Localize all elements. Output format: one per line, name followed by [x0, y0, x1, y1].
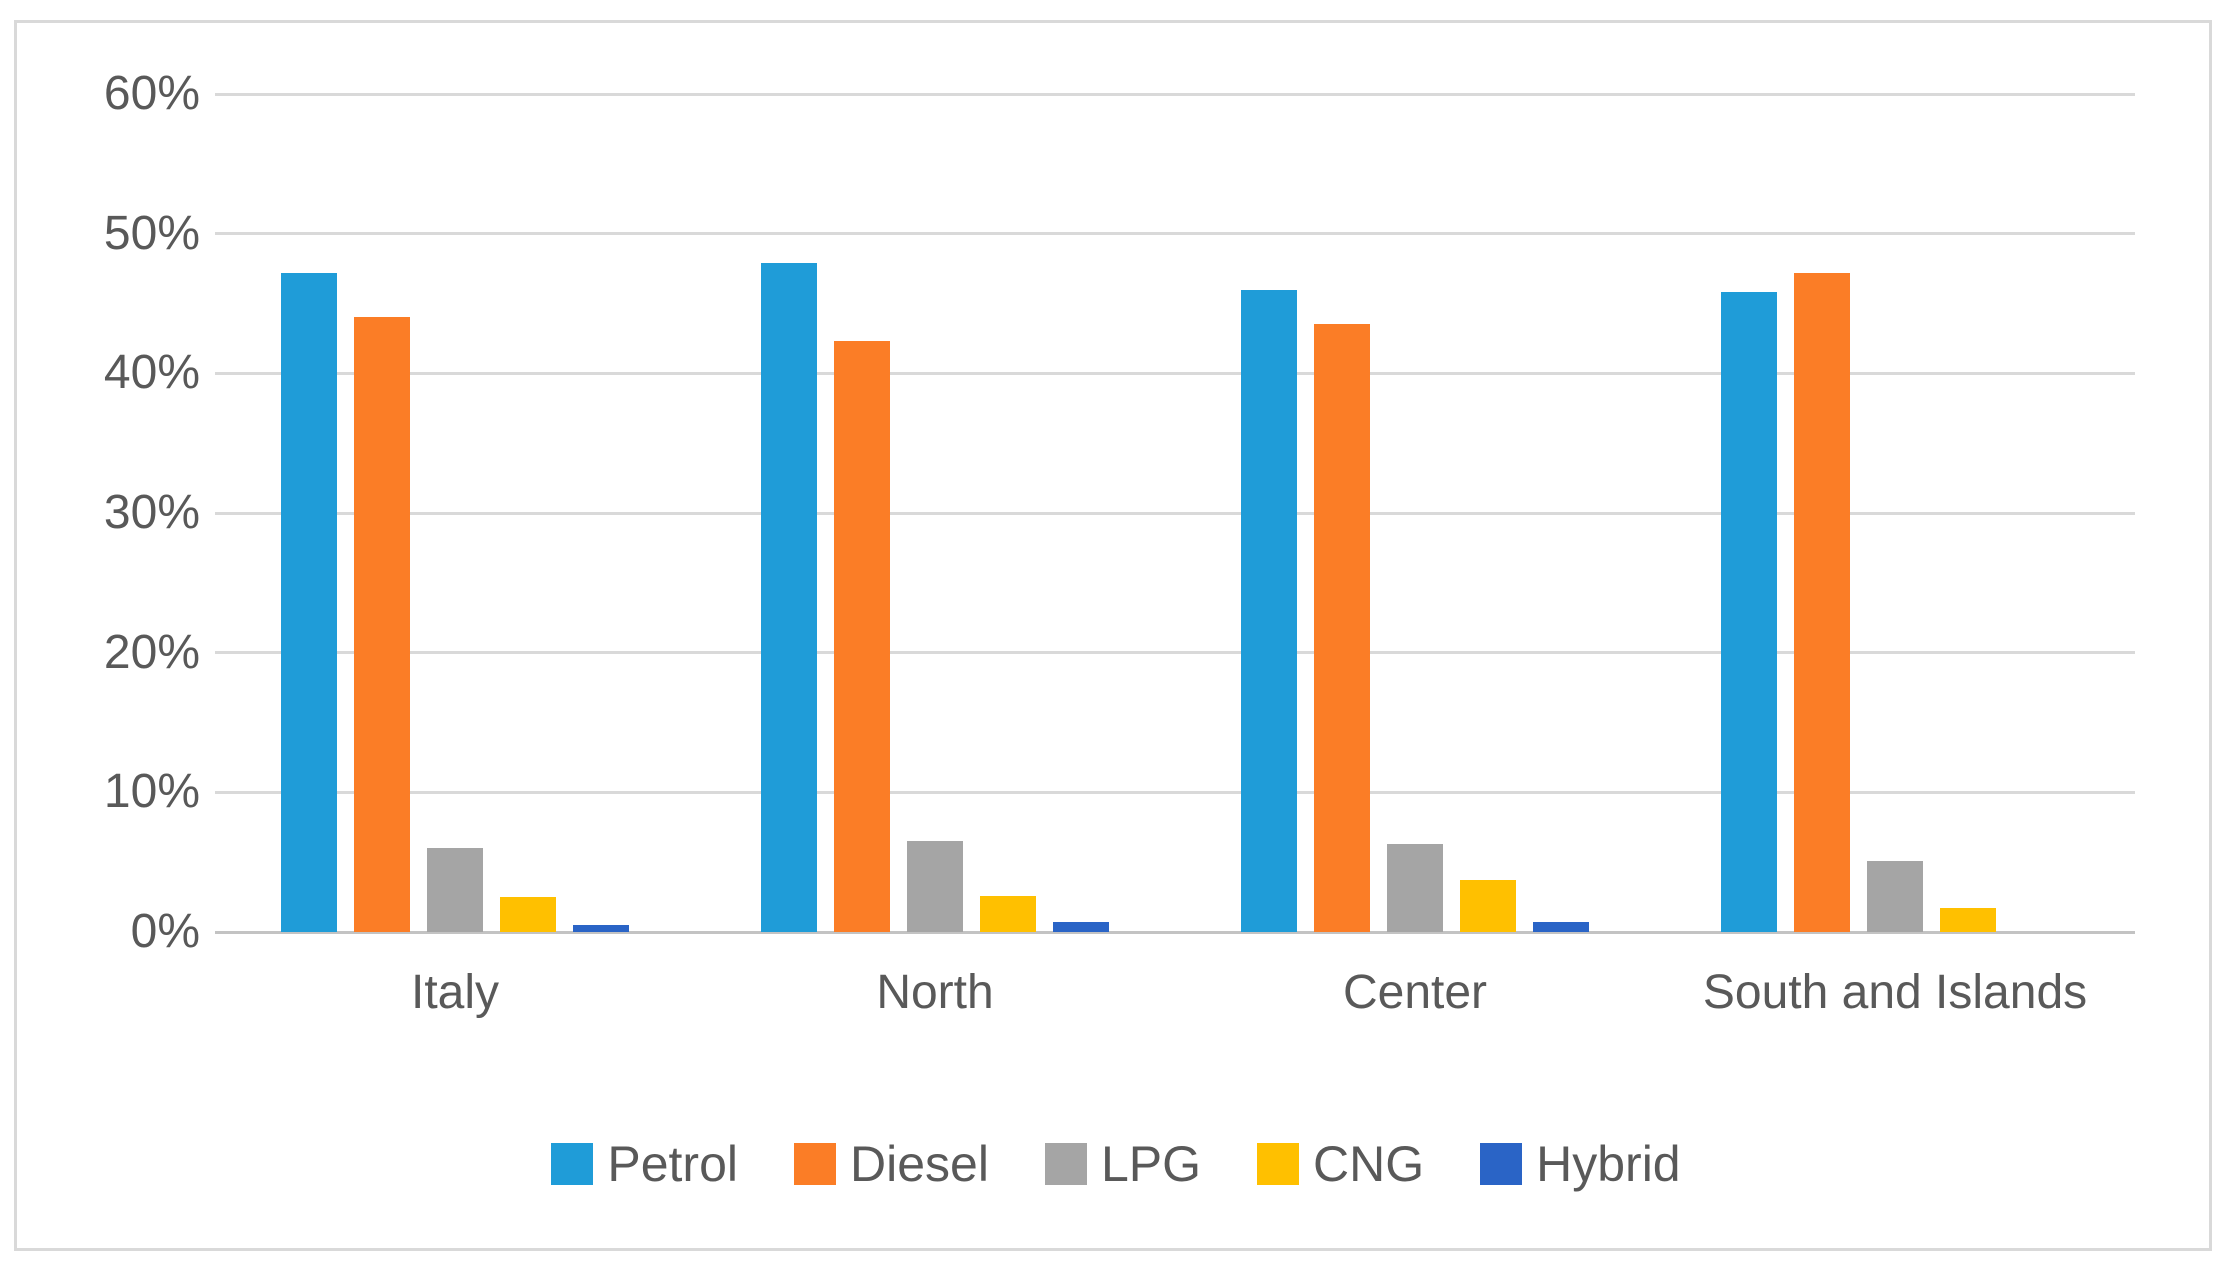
legend-label-cng: CNG	[1313, 1136, 1425, 1192]
x-tick-label-south-and-islands: South and Islands	[1702, 966, 2088, 1019]
legend-item-cng: CNG	[1257, 1135, 1424, 1193]
bar-cng-center	[1460, 880, 1516, 932]
gridline-60	[215, 92, 2135, 96]
legend-label-lpg: LPG	[1100, 1136, 1202, 1192]
x-tick-label-north: North	[876, 966, 994, 1019]
bar-petrol-south-and-islands	[1721, 292, 1777, 932]
gridline-40	[215, 371, 2135, 375]
bar-cng-south-and-islands	[1940, 908, 1996, 932]
y-tick-label-10: 10%	[103, 765, 200, 819]
bar-hybrid-italy	[573, 925, 629, 932]
gridline-10	[215, 790, 2135, 794]
bar-cng-north	[980, 895, 1036, 932]
y-tick-label-0: 0%	[130, 905, 200, 958]
bar-petrol-north	[761, 263, 817, 932]
legend-swatch-lpg	[1044, 1143, 1087, 1185]
y-tick-label-20: 20%	[103, 625, 200, 679]
legend: Petrol Diesel LPG CNG Hybrid	[0, 1135, 2232, 1193]
bar-group-south-and-islands	[1655, 94, 2135, 932]
legend-swatch-cng	[1257, 1143, 1300, 1185]
bar-lpg-center	[1387, 844, 1443, 932]
bar-diesel-north	[834, 341, 890, 932]
x-tick-label-center: Center	[1342, 966, 1488, 1019]
plot-area	[215, 92, 2135, 934]
bar-hybrid-north	[1053, 922, 1109, 932]
legend-swatch-diesel	[794, 1143, 836, 1185]
y-tick-label-30: 30%	[103, 486, 200, 539]
bar-lpg-north	[907, 841, 963, 932]
bar-diesel-center	[1314, 324, 1370, 932]
bar-diesel-italy	[354, 317, 410, 932]
bar-petrol-italy	[281, 272, 337, 932]
y-tick-label-50: 50%	[103, 206, 200, 260]
legend-item-petrol: Petrol	[551, 1135, 738, 1193]
bar-hybrid-center	[1533, 922, 1589, 932]
bar-group-north	[695, 94, 1175, 932]
legend-label-diesel: Diesel	[850, 1136, 989, 1192]
y-axis: 0% 10% 20% 30% 40% 50% 60%	[40, 67, 200, 958]
x-axis: Italy North Center South and Islands	[215, 955, 2135, 1020]
gridline-30	[215, 511, 2135, 515]
x-tick-label-italy: Italy	[410, 966, 500, 1019]
gridline-50	[215, 232, 2135, 236]
gridline-20	[215, 651, 2135, 655]
bar-group-italy	[215, 94, 695, 932]
bar-lpg-italy	[427, 848, 483, 932]
legend-item-lpg: LPG	[1044, 1135, 1202, 1193]
y-tick-label-60: 60%	[103, 67, 200, 120]
legend-label-petrol: Petrol	[607, 1136, 738, 1192]
legend-item-hybrid: Hybrid	[1480, 1135, 1681, 1193]
legend-swatch-hybrid	[1480, 1143, 1523, 1185]
bar-cng-italy	[500, 897, 556, 932]
bar-diesel-south-and-islands	[1794, 272, 1850, 932]
legend-label-hybrid: Hybrid	[1536, 1136, 1681, 1192]
legend-item-diesel: Diesel	[794, 1135, 989, 1193]
x-axis-line	[215, 930, 2135, 934]
legend-swatch-petrol	[551, 1143, 594, 1185]
bar-lpg-south-and-islands	[1867, 860, 1923, 932]
bar-group-center	[1175, 94, 1655, 932]
bar-groups	[215, 94, 2135, 932]
y-tick-label-40: 40%	[103, 346, 200, 400]
bar-petrol-center	[1241, 289, 1297, 932]
